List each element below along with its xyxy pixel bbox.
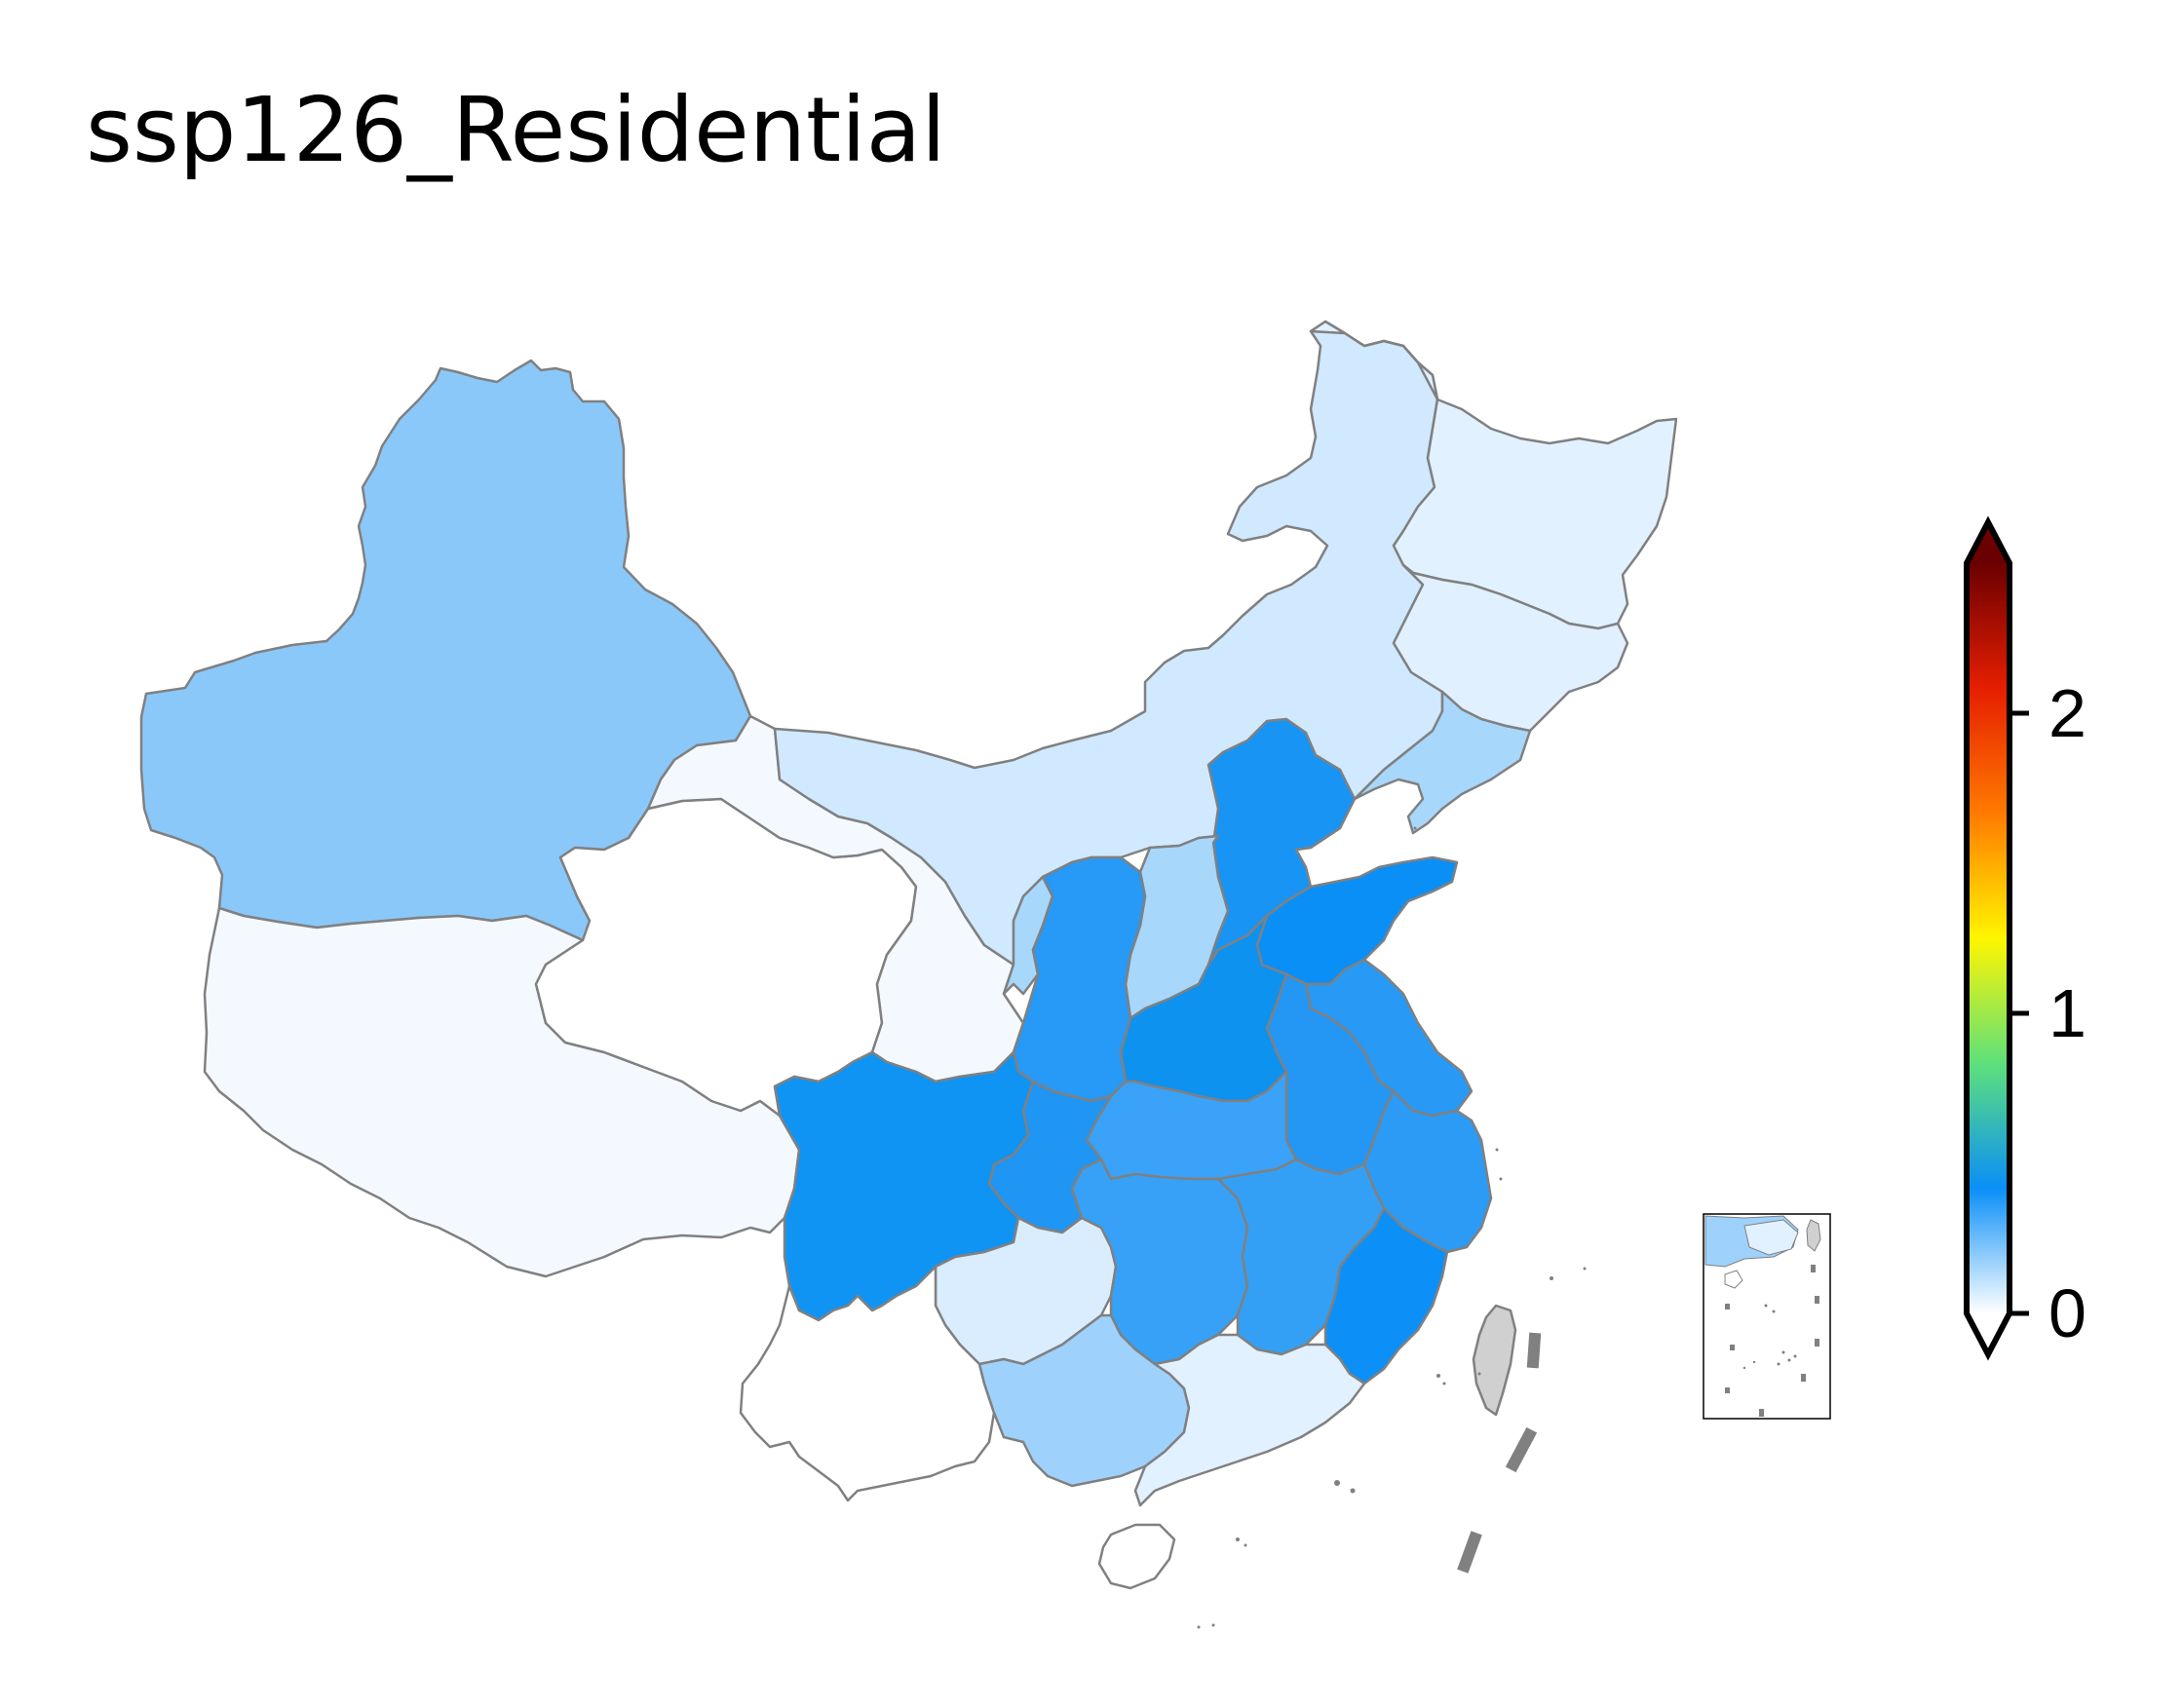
colorbar-tick-label: 2 bbox=[2048, 675, 2086, 751]
region-jilin bbox=[1392, 563, 1629, 733]
map-title: ssp126_Residential bbox=[86, 78, 946, 182]
colorbar-tick-label: 1 bbox=[2048, 975, 2086, 1051]
region-heilongjiang bbox=[1309, 320, 1678, 630]
colorbar-extend-min bbox=[1967, 1313, 2010, 1354]
colorbar-tick-label: 0 bbox=[2048, 1275, 2086, 1351]
region-taiwan bbox=[1472, 1304, 1517, 1417]
island-specks bbox=[1197, 826, 1587, 1629]
colorbar-extend-max bbox=[1967, 522, 2010, 563]
region-guangdong bbox=[1133, 1333, 1366, 1507]
colorbar: 0 1 2 bbox=[1964, 515, 2086, 1361]
region-hainan bbox=[1097, 1523, 1176, 1590]
region-liaoning bbox=[1353, 690, 1532, 835]
colorbar-gradient bbox=[1967, 563, 2010, 1313]
region-yunnan bbox=[739, 1265, 996, 1502]
south-china-sea-inset bbox=[1703, 1213, 1831, 1420]
nine-dash-line bbox=[1457, 1332, 1542, 1574]
